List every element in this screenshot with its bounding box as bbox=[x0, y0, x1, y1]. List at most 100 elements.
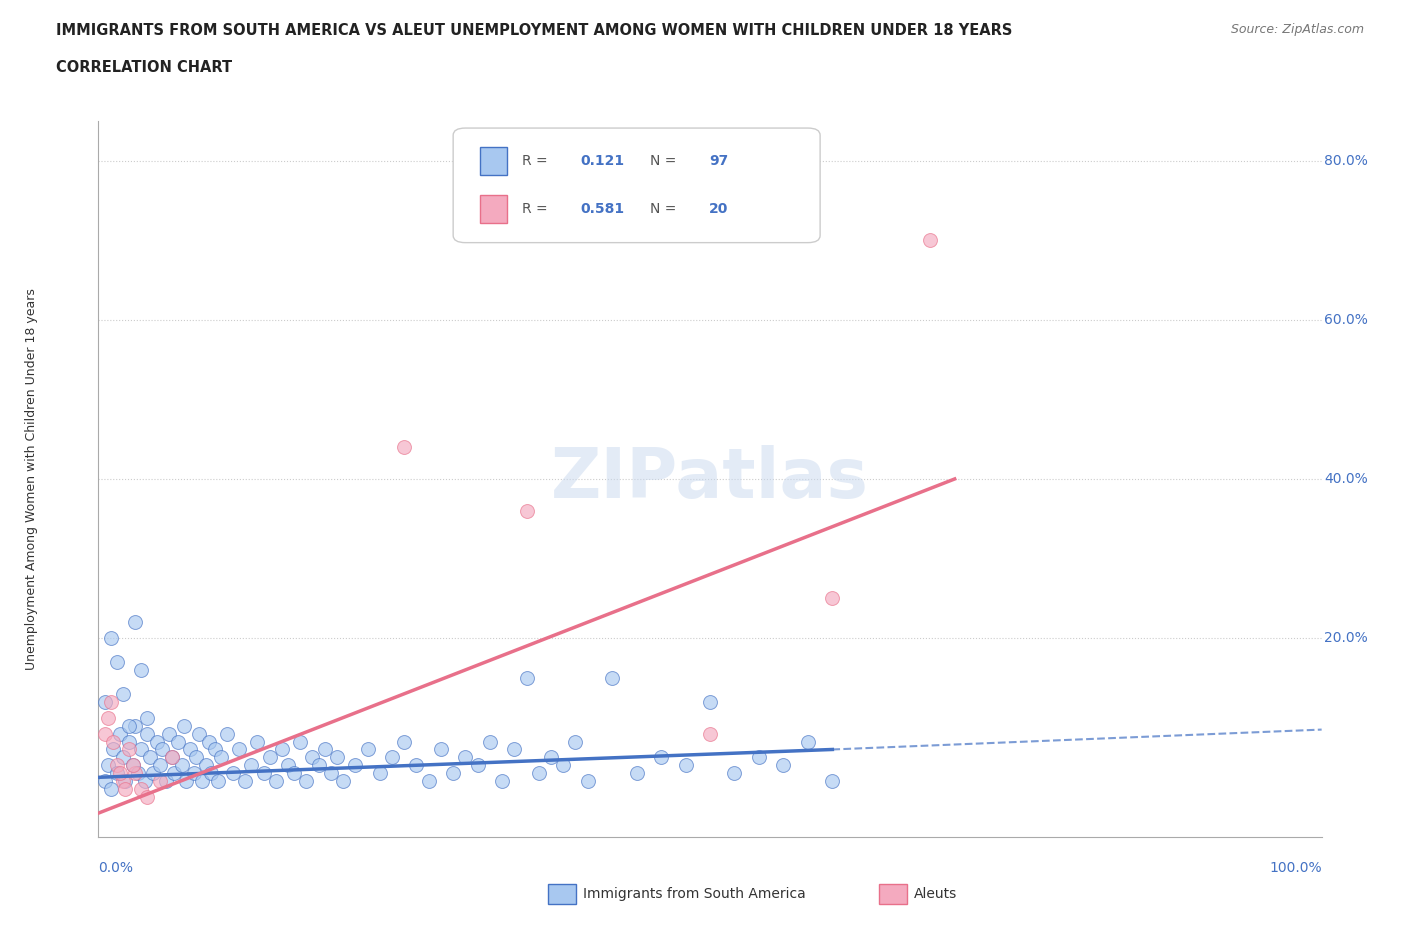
Point bbox=[277, 758, 299, 773]
Point bbox=[207, 774, 229, 789]
Point bbox=[326, 750, 349, 764]
Point bbox=[540, 750, 562, 764]
Point bbox=[136, 790, 159, 804]
Point bbox=[283, 766, 305, 781]
Point bbox=[675, 758, 697, 773]
Point bbox=[319, 766, 342, 781]
Point bbox=[430, 742, 453, 757]
Point bbox=[118, 734, 141, 749]
Point bbox=[97, 758, 120, 773]
Point bbox=[797, 734, 820, 749]
Bar bbox=[479, 147, 508, 175]
Point bbox=[111, 774, 134, 789]
Point bbox=[515, 503, 537, 518]
Point bbox=[233, 774, 256, 789]
Point bbox=[650, 750, 672, 764]
Point bbox=[252, 766, 274, 781]
Point bbox=[146, 734, 169, 749]
Point bbox=[821, 774, 844, 789]
Point bbox=[344, 758, 367, 773]
Text: Source: ZipAtlas.com: Source: ZipAtlas.com bbox=[1230, 23, 1364, 36]
Point bbox=[381, 750, 404, 764]
Point bbox=[314, 742, 336, 757]
Point bbox=[111, 686, 134, 701]
Point bbox=[110, 766, 132, 781]
Point bbox=[101, 734, 124, 749]
Point bbox=[332, 774, 354, 789]
Text: R =: R = bbox=[522, 154, 551, 168]
Point bbox=[100, 695, 122, 710]
Point bbox=[100, 631, 122, 645]
Point bbox=[124, 766, 146, 781]
Point bbox=[105, 758, 128, 773]
Point bbox=[576, 774, 599, 789]
Point bbox=[114, 774, 136, 789]
Point bbox=[191, 774, 214, 789]
Point bbox=[259, 750, 281, 764]
Point bbox=[142, 766, 165, 781]
Point bbox=[240, 758, 263, 773]
Point bbox=[134, 774, 156, 789]
Text: IMMIGRANTS FROM SOUTH AMERICA VS ALEUT UNEMPLOYMENT AMONG WOMEN WITH CHILDREN UN: IMMIGRANTS FROM SOUTH AMERICA VS ALEUT U… bbox=[56, 23, 1012, 38]
Point bbox=[772, 758, 794, 773]
Point bbox=[124, 615, 146, 630]
Point bbox=[105, 655, 128, 670]
Text: 0.121: 0.121 bbox=[581, 154, 624, 168]
Text: 97: 97 bbox=[709, 154, 728, 168]
Point bbox=[121, 758, 143, 773]
Text: 40.0%: 40.0% bbox=[1324, 472, 1368, 486]
Point bbox=[139, 750, 162, 764]
Text: CORRELATION CHART: CORRELATION CHART bbox=[56, 60, 232, 75]
Point bbox=[295, 774, 318, 789]
Point bbox=[100, 782, 122, 797]
Point bbox=[124, 718, 146, 733]
Point bbox=[418, 774, 440, 789]
Point bbox=[503, 742, 526, 757]
Text: Aleuts: Aleuts bbox=[914, 886, 957, 901]
Point bbox=[209, 750, 232, 764]
Text: 80.0%: 80.0% bbox=[1324, 153, 1368, 167]
Point bbox=[467, 758, 489, 773]
Text: Immigrants from South America: Immigrants from South America bbox=[583, 886, 806, 901]
Point bbox=[368, 766, 391, 781]
Point bbox=[564, 734, 586, 749]
Text: 60.0%: 60.0% bbox=[1324, 312, 1368, 326]
Point bbox=[441, 766, 464, 781]
Point bbox=[170, 758, 193, 773]
Point bbox=[157, 726, 180, 741]
Point bbox=[920, 232, 942, 247]
Point bbox=[93, 726, 115, 741]
Point bbox=[699, 726, 721, 741]
Point bbox=[723, 766, 745, 781]
Point bbox=[155, 774, 177, 789]
Point bbox=[821, 591, 844, 605]
Point bbox=[478, 734, 501, 749]
Point bbox=[215, 726, 238, 741]
Point bbox=[160, 750, 183, 764]
Point bbox=[105, 766, 128, 781]
Point bbox=[356, 742, 378, 757]
Point bbox=[179, 742, 201, 757]
Point bbox=[97, 711, 120, 725]
Point bbox=[149, 758, 172, 773]
Point bbox=[114, 782, 136, 797]
Text: N =: N = bbox=[650, 202, 681, 216]
Point bbox=[290, 734, 312, 749]
Point bbox=[195, 758, 218, 773]
Point bbox=[222, 766, 245, 781]
Text: ZIPatlas: ZIPatlas bbox=[551, 445, 869, 512]
Text: N =: N = bbox=[650, 154, 681, 168]
Point bbox=[93, 695, 115, 710]
Point bbox=[129, 742, 152, 757]
Point bbox=[308, 758, 330, 773]
Text: 20: 20 bbox=[709, 202, 728, 216]
Point bbox=[515, 671, 537, 685]
Point bbox=[392, 734, 416, 749]
Point bbox=[121, 758, 143, 773]
Point bbox=[187, 726, 209, 741]
Point bbox=[600, 671, 623, 685]
Point bbox=[118, 742, 141, 757]
Point bbox=[270, 742, 294, 757]
Point bbox=[136, 711, 159, 725]
Point bbox=[626, 766, 648, 781]
